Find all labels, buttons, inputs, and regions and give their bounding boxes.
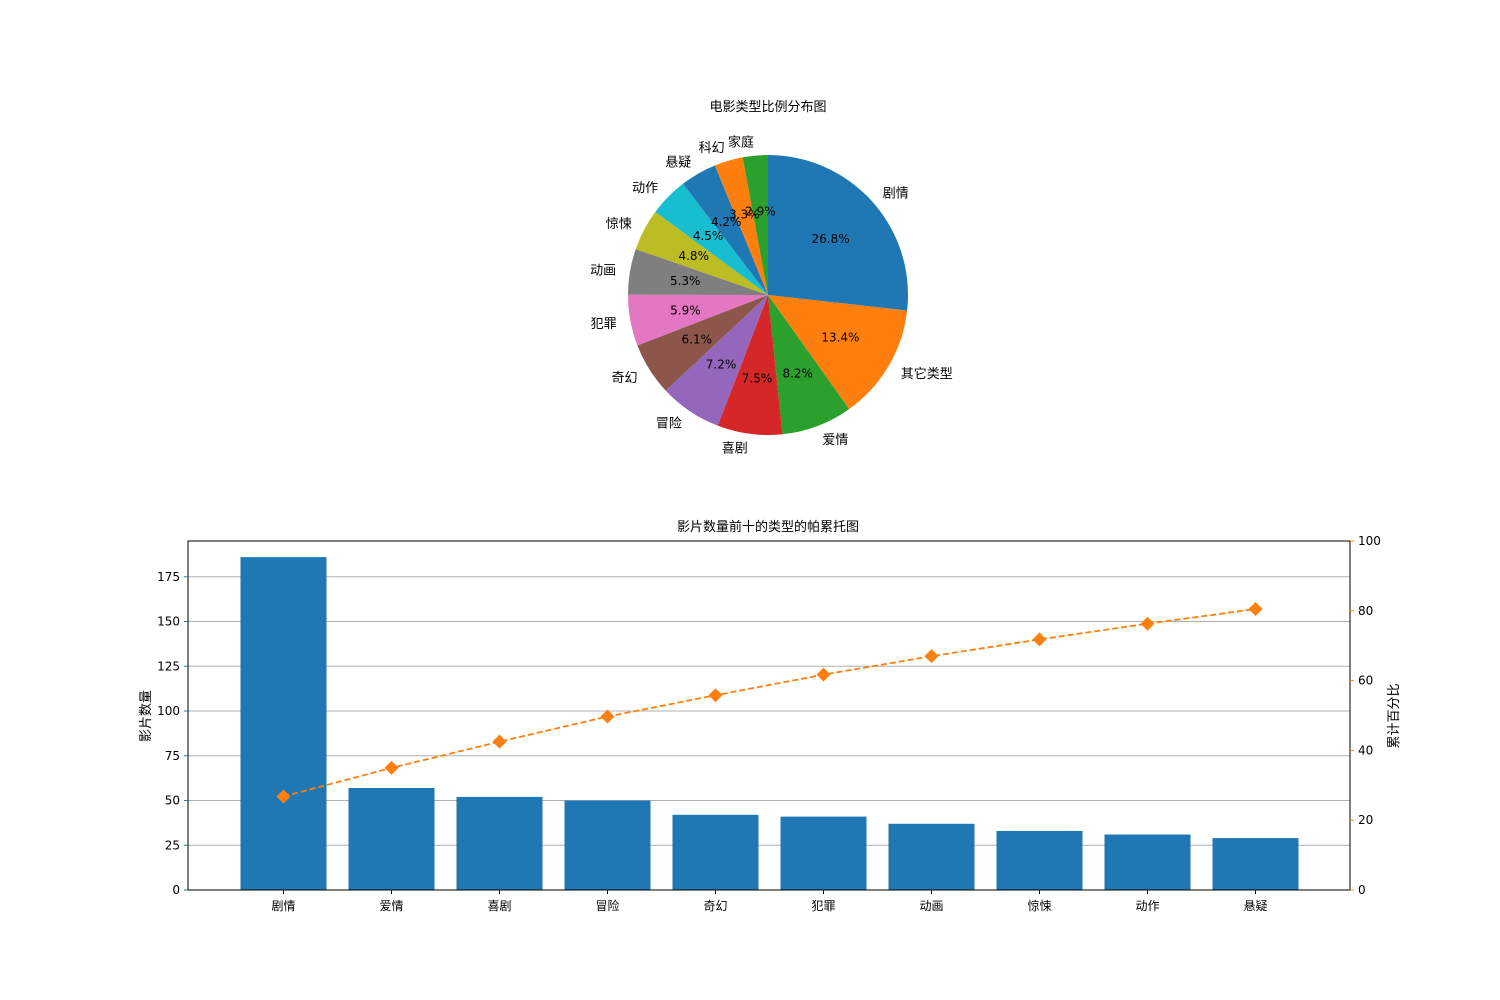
cumulative-marker <box>492 734 507 749</box>
pie-slice-label: 其它类型 <box>901 366 953 382</box>
plot-frame <box>187 540 1351 891</box>
bar <box>348 787 435 890</box>
cumulative-marker <box>1032 632 1047 647</box>
bar <box>996 830 1083 890</box>
pie-slices <box>627 155 908 436</box>
right-tick-label: 0 <box>1358 883 1366 897</box>
pie-slice <box>665 295 768 426</box>
bars <box>240 557 1299 890</box>
cumulative-line-path <box>283 608 1256 798</box>
left-tick-label: 125 <box>157 659 180 673</box>
pie-slice <box>768 155 908 311</box>
left-tick-label: 50 <box>165 794 180 808</box>
pie-slice <box>742 155 768 295</box>
pie-slice-label: 惊悚 <box>606 217 632 232</box>
pie-slice <box>635 211 768 295</box>
pie-chart: 电影类型比例分布图 剧情 26.8% 其它类型 13.4% 爱情 8.2% 喜剧 7.5% 冒险… <box>590 100 953 457</box>
pareto-chart-title: 影片数量前十的类型的帕累托图 <box>677 519 859 535</box>
pie-slice-label: 悬疑 <box>665 154 691 170</box>
x-axis: 剧情 爱情 喜剧 冒险 奇幻 犯罪 动画 惊悚 动作 悬疑 <box>271 890 1268 913</box>
pie-slice-label: 奇幻 <box>611 370 637 386</box>
cumulative-marker <box>1140 616 1155 631</box>
pie-slice-label: 科幻 <box>699 141 725 156</box>
cumulative-marker <box>600 709 615 724</box>
pie-slice-percent: 2.9% <box>745 204 776 218</box>
pie-slice <box>768 295 908 410</box>
pie-slice-percent: 7.2% <box>706 358 737 372</box>
pie-slice <box>768 295 850 435</box>
pie-slice-percent: 26.8% <box>812 232 850 246</box>
right-tick-label: 60 <box>1358 674 1373 688</box>
x-tick-label: 动作 <box>1135 899 1159 913</box>
left-tick-label: 75 <box>165 749 180 763</box>
x-tick-label: 喜剧 <box>487 899 511 913</box>
pie-slice <box>628 249 768 295</box>
cumulative-marker <box>924 649 939 664</box>
pie-slice <box>637 295 768 391</box>
pie-slice-percent: 4.5% <box>693 229 724 243</box>
cumulative-marker <box>384 760 399 775</box>
cumulative-marker <box>708 688 723 703</box>
pie-slice <box>682 165 768 295</box>
pie-slice-percent: 4.2% <box>711 215 742 229</box>
left-y-axis: 0 25 50 75 100 125 150 175 <box>157 570 188 897</box>
left-tick-label: 150 <box>157 615 180 629</box>
pie-slice <box>717 295 783 436</box>
right-y-axis: 0 20 40 60 80 100 <box>1350 534 1381 897</box>
bar <box>1212 838 1299 890</box>
left-tick-label: 100 <box>157 704 180 718</box>
pie-slice-label: 动画 <box>590 263 616 278</box>
pie-chart-title: 电影类型比例分布图 <box>709 100 826 115</box>
pie-slice <box>655 183 768 295</box>
pie-slice-label: 冒险 <box>656 417 682 432</box>
left-tick-label: 0 <box>172 883 180 897</box>
left-y-axis-label: 影片数量 <box>139 690 154 742</box>
bar <box>672 814 759 890</box>
pie-slice-label: 犯罪 <box>591 317 617 332</box>
bar <box>1104 834 1191 890</box>
pie-slice-percent: 8.2% <box>782 367 813 381</box>
right-y-axis-label: 累计百分比 <box>1387 683 1402 748</box>
pie-slice-percent: 4.8% <box>678 249 709 263</box>
bar <box>780 816 867 890</box>
pie-slice-percent: 7.5% <box>742 371 773 385</box>
pie-slice-label: 动作 <box>632 181 658 196</box>
x-tick-label: 惊悚 <box>1027 898 1051 913</box>
bar <box>564 800 651 890</box>
pie-slice-label: 爱情 <box>822 433 848 448</box>
pie-slice-percent: 6.1% <box>682 333 713 347</box>
pie-slice <box>627 294 768 346</box>
right-tick-label: 40 <box>1358 743 1373 757</box>
pie-slice-label: 家庭 <box>728 135 754 151</box>
cumulative-line <box>276 602 1263 804</box>
x-tick-label: 冒险 <box>595 898 619 913</box>
cumulative-marker <box>276 789 291 804</box>
pie-slice-percent: 5.9% <box>670 303 701 317</box>
bar <box>456 796 543 890</box>
x-tick-label: 爱情 <box>379 899 403 913</box>
pie-slice-percent: 5.3% <box>670 274 701 288</box>
pie-slice <box>714 157 768 295</box>
bar <box>240 557 327 890</box>
cumulative-marker <box>816 667 831 682</box>
pie-slice-label: 剧情 <box>883 186 909 201</box>
pie-slice-label: 喜剧 <box>722 442 748 457</box>
x-tick-label: 奇幻 <box>703 899 727 913</box>
pie-labels: 剧情 26.8% 其它类型 13.4% 爱情 8.2% 喜剧 7.5% 冒险 7.2% 奇幻 6.1%… <box>590 135 953 457</box>
x-tick-label: 动画 <box>919 899 943 913</box>
bar <box>888 823 975 890</box>
x-tick-label: 剧情 <box>271 899 295 913</box>
cumulative-marker <box>1248 602 1263 617</box>
pie-slice-percent: 13.4% <box>821 331 859 345</box>
x-tick-label: 犯罪 <box>811 899 835 913</box>
right-tick-label: 100 <box>1358 534 1381 548</box>
left-tick-label: 175 <box>157 570 180 584</box>
right-tick-label: 20 <box>1358 813 1373 827</box>
pie-slice-percent: 3.3% <box>729 207 760 221</box>
right-tick-label: 80 <box>1358 604 1373 618</box>
left-tick-label: 25 <box>165 838 180 852</box>
x-tick-label: 悬疑 <box>1243 898 1267 913</box>
pareto-chart: 影片数量前十的类型的帕累托图 0 25 50 75 100 125 150 175 0 20 40… <box>139 519 1402 913</box>
